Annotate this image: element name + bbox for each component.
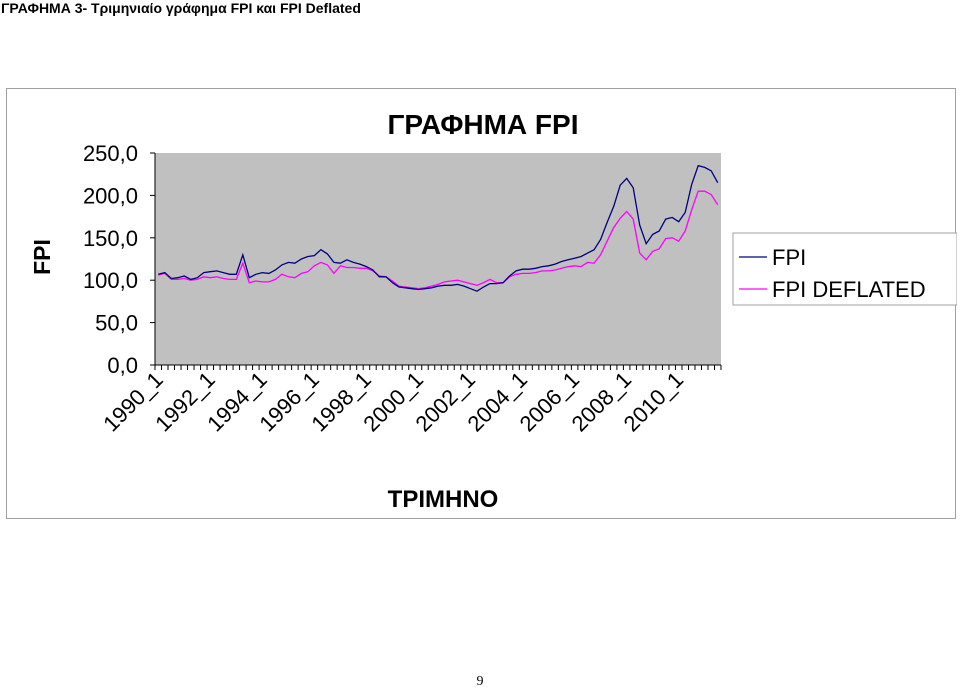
x-axis: 1990_11992_11994_11996_11998_12000_12002… [98, 364, 722, 437]
series-line-fpi-deflated [158, 190, 719, 290]
chart-title: ΓΡΑΦΗΜΑ FPI [388, 109, 579, 140]
y-axis-label: FPI [29, 239, 55, 275]
plot-area [155, 153, 721, 365]
chart-frame: ΓΡΑΦΗΜΑ FPI FPI 0,0 50,0 100,0 150,0 200,0 25… [6, 88, 957, 519]
legend-label: FPI [772, 245, 806, 270]
y-tick-label: 50,0 [95, 311, 138, 336]
y-tick-label: 0,0 [107, 353, 138, 378]
legend-box [732, 232, 957, 306]
legend-label: FPI DEFLATED [772, 277, 926, 302]
legend: FPI FPI DEFLATED [732, 232, 957, 306]
series-layer [158, 164, 719, 292]
y-axis: 0,0 50,0 100,0 150,0 200,0 250,0 [83, 141, 156, 378]
x-tick-label: 2010_1 [619, 367, 689, 437]
y-tick-label: 250,0 [83, 141, 138, 166]
series-line-fpi [158, 164, 719, 292]
y-tick-label: 200,0 [83, 183, 138, 208]
x-axis-label: ΤΡΙΜΗΝΟ [388, 486, 499, 513]
page-number: 9 [476, 674, 484, 689]
y-tick-label: 100,0 [83, 268, 138, 293]
y-tick-label: 150,0 [83, 226, 138, 251]
fpi-chart: ΓΡΑΦΗΜΑ FPI FPI 0,0 50,0 100,0 150,0 200,0 25… [29, 109, 957, 513]
document-heading: ΓΡΑΦΗΜΑ 3- Τριμηνιαίο γράφημα FPI και FP… [1, 0, 361, 16]
